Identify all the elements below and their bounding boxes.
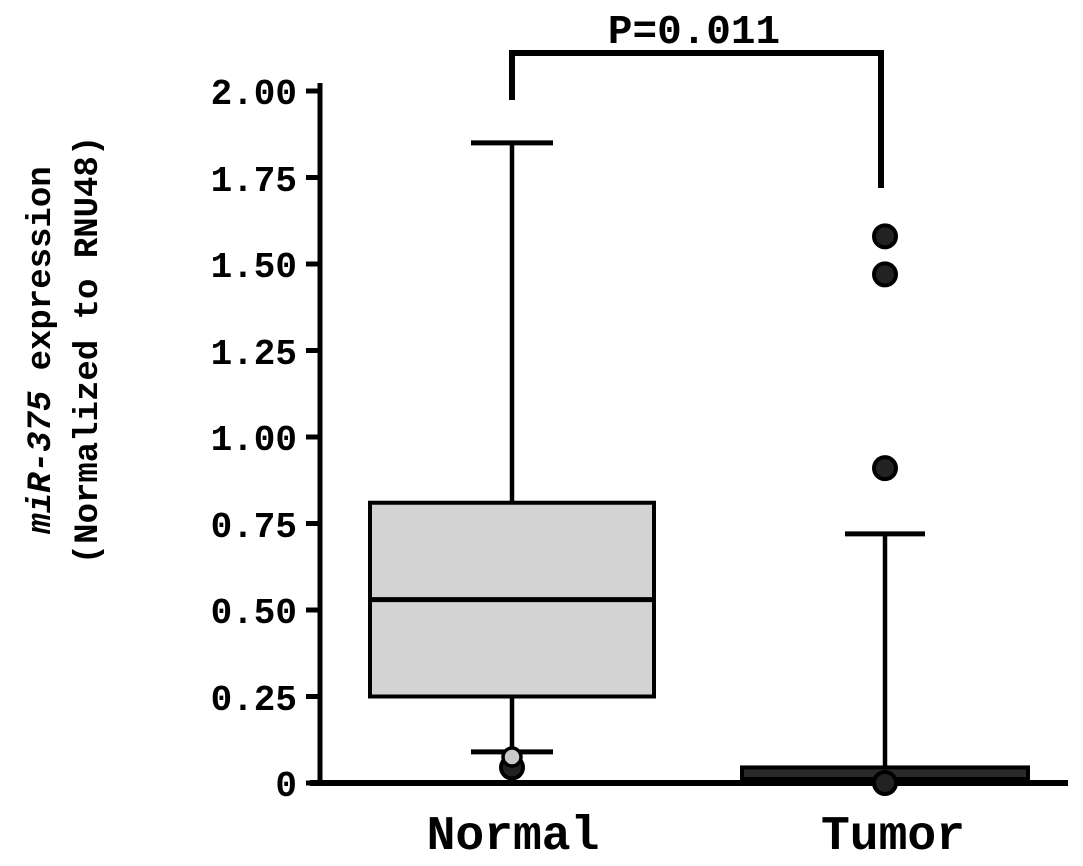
p-value-label: P=0.011: [608, 10, 780, 56]
tumor-outlier-dot: [872, 223, 898, 250]
y-axis-title-line2: (Normalized to RNU48): [70, 136, 108, 564]
y-tick-label-0.75: 0.75: [211, 507, 297, 548]
y-tick-label-2.00: 2.00: [211, 74, 297, 115]
y-axis-title-italic-part: miR-375: [23, 391, 61, 535]
y-tick-label-1.50: 1.50: [211, 247, 297, 288]
y-tick-label-0.50: 0.50: [211, 593, 297, 634]
y-axis-title-rest-part: expression: [23, 166, 61, 390]
y-tick-label-0.25: 0.25: [211, 680, 297, 721]
x-category-label-normal: Normal: [427, 810, 600, 864]
y-axis-title-line1: miR-375 expression: [23, 166, 61, 534]
tumor-outlier-dot: [872, 261, 898, 288]
y-tick-label-1.75: 1.75: [211, 161, 297, 202]
normal-outlier-dot: [501, 746, 523, 768]
y-tick-label-1.25: 1.25: [211, 334, 297, 375]
x-category-label-tumor: Tumor: [821, 810, 965, 864]
y-tick-label-1.00: 1.00: [211, 420, 297, 461]
tumor-outlier-dot: [872, 455, 898, 482]
y-tick-label-0: 0: [275, 766, 297, 807]
tumor-outlier-dot: [872, 770, 898, 796]
